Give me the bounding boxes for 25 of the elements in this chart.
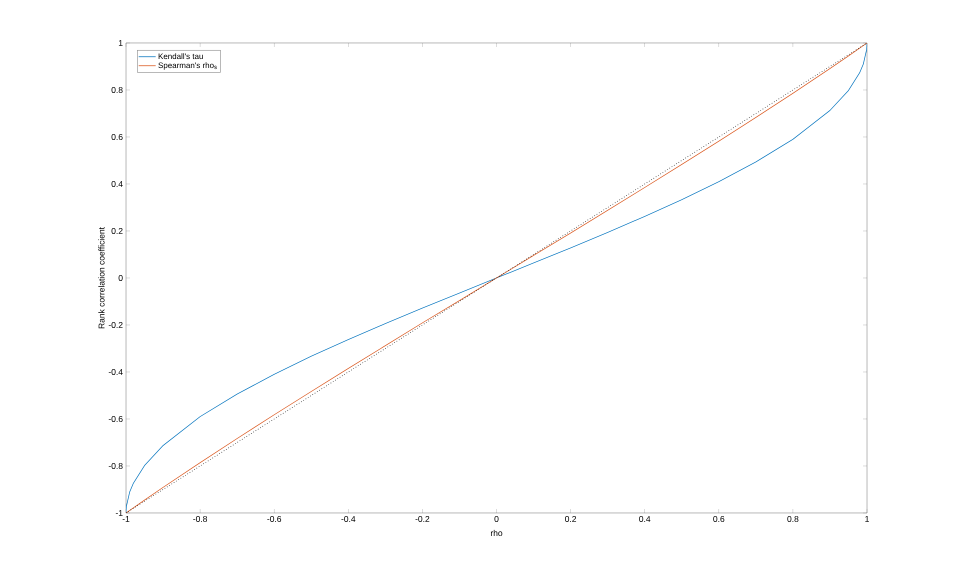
x-axis-title: rho <box>490 530 502 536</box>
x-tick-label: -0.6 <box>267 516 282 522</box>
y-tick-label: 0.4 <box>112 180 123 187</box>
x-tick-label: -0.4 <box>341 516 356 522</box>
y-tick-label: 0.2 <box>112 228 123 234</box>
y-axis-title: Rank correlation coefficient <box>98 227 105 328</box>
y-tick-label: -0.8 <box>108 462 123 469</box>
y-tick-label: -0.2 <box>108 322 123 328</box>
y-tick-label: 0 <box>118 274 123 281</box>
y-tick-label: 0.6 <box>112 134 123 140</box>
y-tick-label: 0.8 <box>112 86 123 93</box>
y-tick-label: -0.4 <box>108 368 123 375</box>
x-tick-label: -0.2 <box>415 516 430 522</box>
y-tick-label: -1 <box>116 510 123 516</box>
x-tick-label: 0.8 <box>787 516 798 522</box>
y-tick-label: -0.6 <box>108 416 123 422</box>
x-tick-label: -1 <box>122 516 130 522</box>
x-tick-label: 1 <box>865 516 869 522</box>
x-tick-label: 0 <box>494 516 499 522</box>
y-tick-label: 1 <box>118 40 123 46</box>
line-series <box>126 42 868 513</box>
x-tick-label: 0.4 <box>639 516 650 522</box>
x-tick-label: 0.2 <box>565 516 576 522</box>
x-tick-label: 0.6 <box>713 516 724 522</box>
x-tick-label: -0.8 <box>193 516 208 522</box>
